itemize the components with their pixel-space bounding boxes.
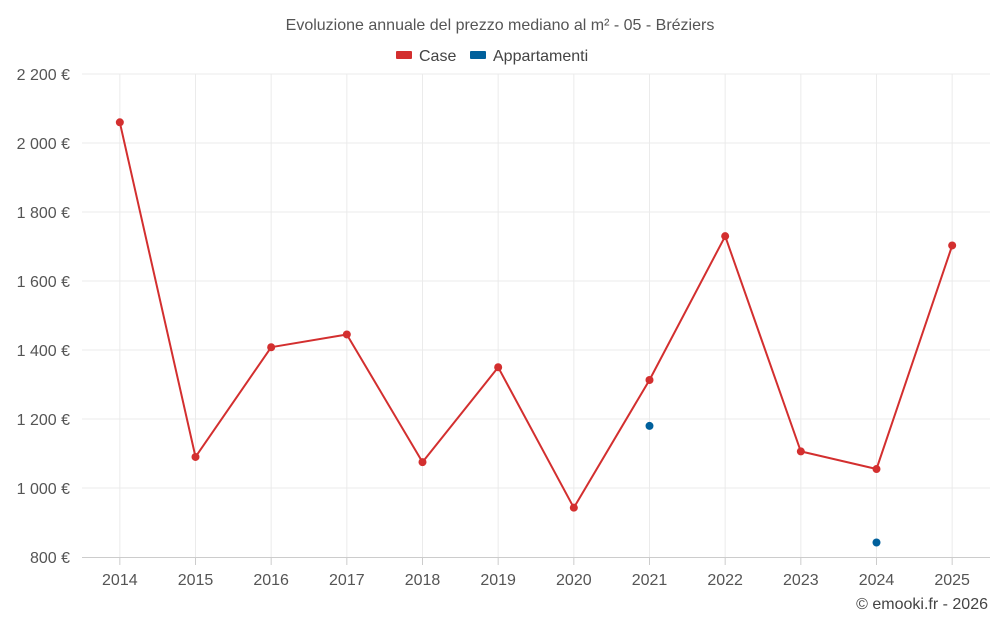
data-point[interactable] [948, 241, 957, 250]
legend-item-case[interactable]: Case [396, 48, 456, 65]
x-tick-label: 2014 [102, 572, 138, 589]
series-case [115, 118, 957, 512]
x-tick-label: 2016 [253, 572, 289, 589]
data-point[interactable] [342, 330, 351, 339]
x-tick-label: 2022 [707, 572, 743, 589]
y-tick-label: 2 200 € [17, 67, 70, 84]
data-point[interactable] [267, 343, 276, 352]
data-point[interactable] [796, 447, 805, 456]
y-tick-label: 800 € [30, 550, 70, 567]
data-point[interactable] [569, 503, 578, 512]
x-tick-label: 2025 [934, 572, 970, 589]
data-point[interactable] [191, 452, 200, 461]
y-tick-label: 1 000 € [17, 481, 70, 498]
x-tick-label: 2017 [329, 572, 365, 589]
data-point[interactable] [645, 421, 654, 430]
x-tick-label: 2019 [480, 572, 516, 589]
x-tick-label: 2023 [783, 572, 819, 589]
legend-label-case: Case [419, 48, 456, 65]
series-line-case [118, 122, 954, 509]
data-point[interactable] [115, 118, 124, 127]
y-axis-ticks: 800 € 1 000 € 1 200 € 1 400 € 1 600 € 1 800 €… [17, 67, 70, 567]
x-axis-ticks: 2014 2015 2016 2017 2018 2019 2020 2021 2022 2023… [102, 557, 970, 589]
chart-legend: Case Appartamenti [396, 48, 588, 65]
legend-label-appartamenti: Appartamenti [493, 48, 588, 65]
data-point[interactable] [872, 465, 881, 474]
x-gridlines [119, 74, 953, 557]
y-tick-label: 1 600 € [17, 274, 70, 291]
data-point[interactable] [494, 363, 503, 372]
legend-item-appartamenti[interactable]: Appartamenti [470, 48, 588, 65]
x-tick-label: 2018 [405, 572, 441, 589]
x-tick-label: 2015 [178, 572, 214, 589]
data-point[interactable] [872, 538, 881, 547]
legend-swatch-appartamenti [470, 51, 486, 59]
data-point[interactable] [418, 458, 427, 467]
series-layer [115, 118, 957, 547]
chart-title: Evoluzione annuale del prezzo mediano al… [286, 17, 715, 34]
chart-credit: © emooki.fr - 2026 [856, 596, 988, 613]
data-point[interactable] [645, 376, 654, 385]
x-tick-label: 2024 [859, 572, 895, 589]
data-point[interactable] [721, 232, 730, 241]
x-tick-label: 2020 [556, 572, 592, 589]
y-tick-label: 1 200 € [17, 412, 70, 429]
y-tick-label: 1 800 € [17, 205, 70, 222]
y-tick-label: 1 400 € [17, 343, 70, 360]
x-tick-label: 2021 [632, 572, 668, 589]
series-appartamenti [645, 421, 881, 547]
y-gridlines [82, 73, 990, 489]
legend-swatch-case [396, 51, 412, 59]
y-tick-label: 2 000 € [17, 136, 70, 153]
